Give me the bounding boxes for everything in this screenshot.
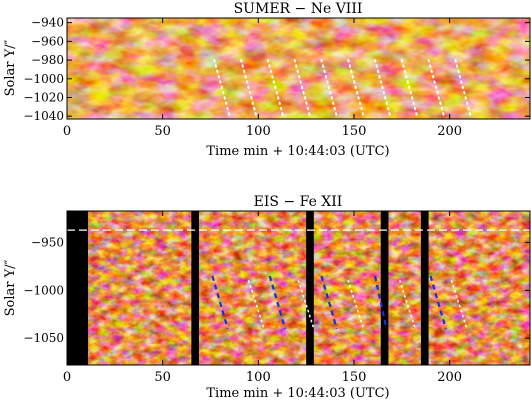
sumer-y-tick-label: −1040: [23, 109, 64, 123]
sumer-y-tick-label: −1000: [23, 72, 64, 86]
eis-y-axis-label: Solar Y/″: [3, 259, 18, 316]
sumer-y-tick-label: −960: [31, 34, 64, 48]
eis-title: EIS − Fe XII: [254, 194, 343, 210]
sumer-x-tick-label: 100: [246, 124, 271, 139]
sumer-track-line: [347, 59, 365, 118]
eis-blue-track-line: [429, 275, 447, 329]
sumer-track-line: [240, 59, 258, 118]
eis-data-gap: [306, 211, 314, 365]
eis-y-tick-label: −950: [31, 236, 64, 250]
sumer-y-tick-label: −980: [31, 53, 64, 67]
eis-intensity-map: [67, 211, 530, 365]
sumer-track-line: [427, 59, 445, 118]
sumer-track-line: [293, 59, 311, 118]
sumer-track-line: [374, 59, 392, 118]
eis-x-axis-label: Time min + 10:44:03 (UTC): [206, 386, 389, 401]
sumer-y-tick-label: −940: [31, 16, 64, 30]
sumer-y-tick-label: −1020: [23, 90, 64, 104]
eis-data-gap: [420, 211, 429, 365]
eis-x-tick-label: 150: [342, 370, 367, 385]
eis-white-track-line: [347, 280, 365, 330]
sumer-track-line: [266, 59, 285, 118]
sumer-track-line: [454, 59, 472, 118]
sumer-plot-frame: [66, 17, 531, 120]
sumer-track-line: [213, 59, 231, 118]
eis-x-tick-label: 200: [437, 370, 462, 385]
sumer-title: SUMER − Ne VIII: [234, 1, 363, 17]
sumer-x-tick-label: 50: [154, 124, 171, 139]
eis-data-gap: [67, 211, 89, 365]
eis-data-gap: [380, 211, 389, 365]
sumer-panel: SUMER − Ne VIII 0 50 100 150 200 −940 −960 −980…: [3, 1, 531, 159]
eis-x-tick-label: 0: [63, 370, 71, 385]
sumer-track-line: [320, 59, 338, 118]
eis-y-tick-label: −1050: [23, 331, 64, 345]
sumer-x-axis-label: Time min + 10:44:03 (UTC): [206, 144, 389, 159]
eis-data-gap: [191, 211, 200, 365]
sumer-y-axis-label: Solar Y/″: [3, 39, 18, 96]
eis-white-track-line: [247, 280, 265, 330]
eis-white-track-line: [450, 280, 468, 330]
sumer-x-tick-label: 0: [63, 124, 71, 139]
eis-x-tick-label: 100: [246, 370, 271, 385]
eis-y-tick-label: −1000: [23, 283, 64, 297]
sumer-track-line: [400, 59, 419, 118]
eis-blue-track-line: [211, 275, 229, 329]
sumer-intensity-map: [67, 18, 530, 119]
sumer-x-tick-label: 150: [342, 124, 367, 139]
eis-panel: EIS − Fe XII 0 50 100 150 200−950−1000−1050 …: [3, 194, 531, 401]
eis-x-tick-label: 50: [154, 370, 171, 385]
eis-white-track-line: [399, 280, 417, 330]
eis-blue-track-line: [268, 275, 287, 329]
eis-white-track-line: [297, 280, 315, 330]
sumer-x-tick-label: 200: [437, 124, 462, 139]
eis-blue-track-line: [320, 275, 338, 329]
eis-plot-frame: [66, 210, 531, 366]
